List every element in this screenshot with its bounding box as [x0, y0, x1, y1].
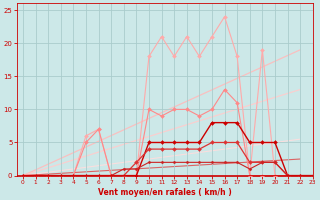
X-axis label: Vent moyen/en rafales ( km/h ): Vent moyen/en rafales ( km/h ) — [98, 188, 232, 197]
